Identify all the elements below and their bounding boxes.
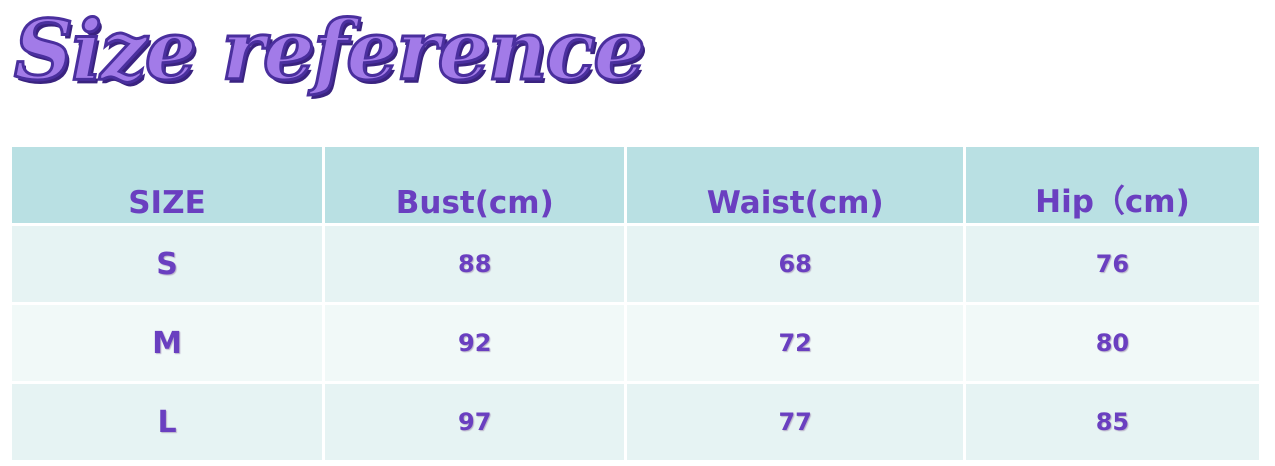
waist-cell: 68	[627, 226, 963, 302]
bust-cell: 88	[325, 226, 625, 302]
table-row: M 92 72 80	[12, 305, 1259, 381]
size-table: SIZE Bust(cm) Waist(cm) Hip（cm) S 88 68 …	[9, 144, 1262, 463]
header-hip: Hip（cm)	[965, 147, 1259, 223]
table-row: S 88 68 76	[12, 226, 1259, 302]
size-cell: S	[12, 226, 322, 302]
table-header-row: SIZE Bust(cm) Waist(cm) Hip（cm)	[12, 147, 1259, 223]
page-title: Size reference	[13, 3, 648, 99]
header-waist: Waist(cm)	[627, 147, 963, 223]
waist-cell: 77	[627, 384, 963, 460]
header-size: SIZE	[12, 147, 322, 223]
bust-cell: 97	[325, 384, 625, 460]
hip-cell: 80	[965, 305, 1259, 381]
header-bust: Bust(cm)	[325, 147, 625, 223]
table-row: L 97 77 85	[12, 384, 1259, 460]
size-cell: M	[12, 305, 322, 381]
waist-cell: 72	[627, 305, 963, 381]
bust-cell: 92	[325, 305, 625, 381]
hip-cell: 76	[965, 226, 1259, 302]
hip-cell: 85	[965, 384, 1259, 460]
size-cell: L	[12, 384, 322, 460]
